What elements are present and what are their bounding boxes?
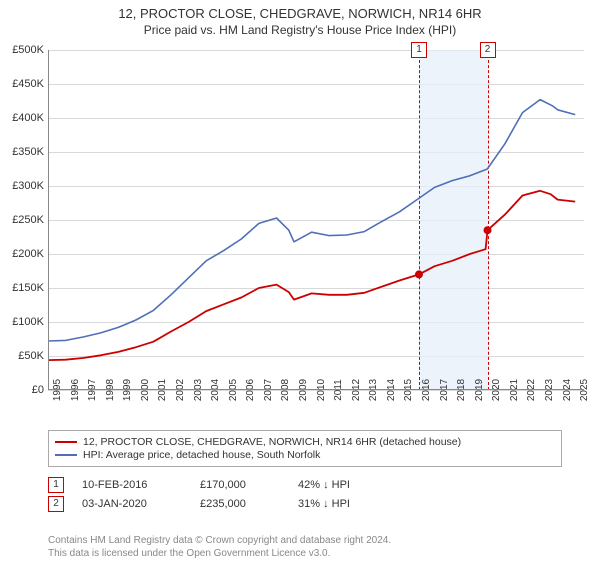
- x-tick-label: 2000: [136, 379, 142, 401]
- x-tick-label: 1996: [66, 379, 72, 401]
- sale-date: 10-FEB-2016: [82, 479, 182, 491]
- x-tick-label: 2013: [364, 379, 370, 401]
- legend-swatch: [55, 441, 77, 443]
- y-axis-line: [48, 50, 49, 390]
- plot-svg: [48, 50, 584, 390]
- y-tick-label: £300K: [4, 180, 44, 192]
- series-property: [48, 191, 575, 360]
- footer-line: Contains HM Land Registry data © Crown c…: [48, 534, 548, 547]
- x-tick-label: 2020: [487, 379, 493, 401]
- x-tick-label: 2004: [206, 379, 212, 401]
- x-tick-label: 2017: [435, 379, 441, 401]
- sale-price: £235,000: [200, 498, 280, 510]
- x-tick-label: 2011: [329, 379, 335, 401]
- footer-attribution: Contains HM Land Registry data © Crown c…: [48, 534, 548, 560]
- y-tick-label: £450K: [4, 78, 44, 90]
- sale-delta-vs-hpi: 42% ↓ HPI: [298, 479, 388, 491]
- chart-subtitle: Price paid vs. HM Land Registry's House …: [0, 23, 600, 37]
- x-tick-label: 2019: [470, 379, 476, 401]
- y-tick-label: £50K: [4, 350, 44, 362]
- series-hpi: [48, 100, 575, 341]
- x-tick-label: 2021: [505, 379, 511, 401]
- x-tick-label: 2005: [224, 379, 230, 401]
- y-tick-label: £250K: [4, 214, 44, 226]
- x-tick-label: 2010: [312, 379, 318, 401]
- y-tick-label: £500K: [4, 44, 44, 56]
- x-tick-label: 2002: [171, 379, 177, 401]
- x-tick-label: 2015: [399, 379, 405, 401]
- sale-row-badge: 2: [48, 496, 64, 512]
- x-tick-label: 2023: [540, 379, 546, 401]
- sale-price: £170,000: [200, 479, 280, 491]
- x-tick-label: 2006: [241, 379, 247, 401]
- legend-label: HPI: Average price, detached house, Sout…: [83, 449, 320, 461]
- legend-row: 12, PROCTOR CLOSE, CHEDGRAVE, NORWICH, N…: [55, 436, 555, 448]
- x-tick-label: 1998: [101, 379, 107, 401]
- sale-marker-badge: 2: [480, 42, 496, 58]
- x-tick-label: 2014: [382, 379, 388, 401]
- y-tick-label: £350K: [4, 146, 44, 158]
- x-tick-label: 2018: [452, 379, 458, 401]
- sale-point-marker: [484, 226, 492, 234]
- x-tick-label: 2007: [259, 379, 265, 401]
- sale-date: 03-JAN-2020: [82, 498, 182, 510]
- x-tick-label: 2012: [347, 379, 353, 401]
- x-tick-label: 2024: [558, 379, 564, 401]
- sale-row: 2 03-JAN-2020 £235,000 31% ↓ HPI: [48, 496, 548, 512]
- y-tick-label: £100K: [4, 316, 44, 328]
- legend-swatch: [55, 454, 77, 456]
- sales-table: 1 10-FEB-2016 £170,000 42% ↓ HPI 2 03-JAN-202…: [48, 474, 548, 515]
- x-tick-label: 1997: [83, 379, 89, 401]
- x-tick-label: 2003: [189, 379, 195, 401]
- legend-label: 12, PROCTOR CLOSE, CHEDGRAVE, NORWICH, N…: [83, 436, 461, 448]
- x-tick-label: 2009: [294, 379, 300, 401]
- y-tick-label: £150K: [4, 282, 44, 294]
- x-tick-label: 2008: [276, 379, 282, 401]
- chart-title: 12, PROCTOR CLOSE, CHEDGRAVE, NORWICH, N…: [0, 6, 600, 21]
- legend: 12, PROCTOR CLOSE, CHEDGRAVE, NORWICH, N…: [48, 430, 562, 467]
- x-tick-label: 2001: [153, 379, 159, 401]
- x-tick-label: 1999: [118, 379, 124, 401]
- chart-area: 12 £0£50K£100K£150K£200K£250K£300K£350K£…: [48, 50, 584, 390]
- y-tick-label: £0: [4, 384, 44, 396]
- footer-line: This data is licensed under the Open Gov…: [48, 547, 548, 560]
- x-tick-label: 2025: [575, 379, 581, 401]
- y-tick-label: £200K: [4, 248, 44, 260]
- x-axis-line: [48, 389, 584, 390]
- x-tick-label: 2022: [522, 379, 528, 401]
- sale-row: 1 10-FEB-2016 £170,000 42% ↓ HPI: [48, 477, 548, 493]
- sale-delta-vs-hpi: 31% ↓ HPI: [298, 498, 388, 510]
- sale-row-badge: 1: [48, 477, 64, 493]
- y-tick-label: £400K: [4, 112, 44, 124]
- legend-row: HPI: Average price, detached house, Sout…: [55, 449, 555, 461]
- sale-point-marker: [415, 270, 423, 278]
- x-tick-label: 2016: [417, 379, 423, 401]
- sale-marker-badge: 1: [411, 42, 427, 58]
